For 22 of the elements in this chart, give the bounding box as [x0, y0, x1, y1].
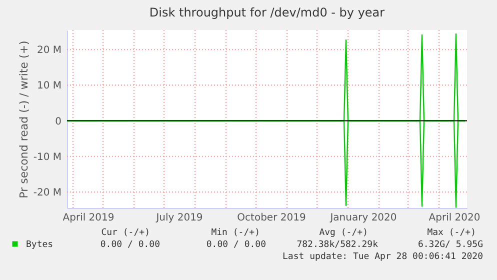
x-tick-label: April 2020 — [428, 212, 480, 224]
y-tick-label: -10 M — [33, 152, 62, 163]
legend-label: Bytes — [26, 240, 54, 250]
y-tick-label: 20 M — [36, 45, 62, 56]
text: Max (-/+) — [427, 228, 476, 238]
text: Min (-/+) — [211, 228, 260, 238]
text: 6.32G/ 5.95G — [418, 240, 483, 250]
x-tick-label: July 2019 — [155, 212, 203, 224]
text: 782.38k/582.29k — [296, 240, 379, 250]
y-tick-label: -20 M — [33, 187, 62, 198]
text: 0.00 / 0.00 — [100, 240, 160, 250]
y-tick-label: 10 M — [36, 80, 62, 92]
x-tick-label: January 2020 — [329, 212, 397, 224]
text: Avg (-/+) — [319, 228, 368, 238]
y-tick-label: 0 — [55, 116, 62, 128]
text: Cur (-/+) — [101, 228, 150, 238]
text: 0.00 / 0.00 — [206, 240, 266, 250]
x-tick-label: October 2019 — [237, 212, 306, 224]
y-axis-title: Pr second read (-) / write (+) — [17, 40, 30, 198]
text: Last update: Tue Apr 28 00:06:41 2020 — [282, 252, 483, 262]
x-tick-label: April 2019 — [62, 212, 114, 224]
chart-title: Disk throughput for /dev/md0 - by year — [149, 6, 385, 20]
